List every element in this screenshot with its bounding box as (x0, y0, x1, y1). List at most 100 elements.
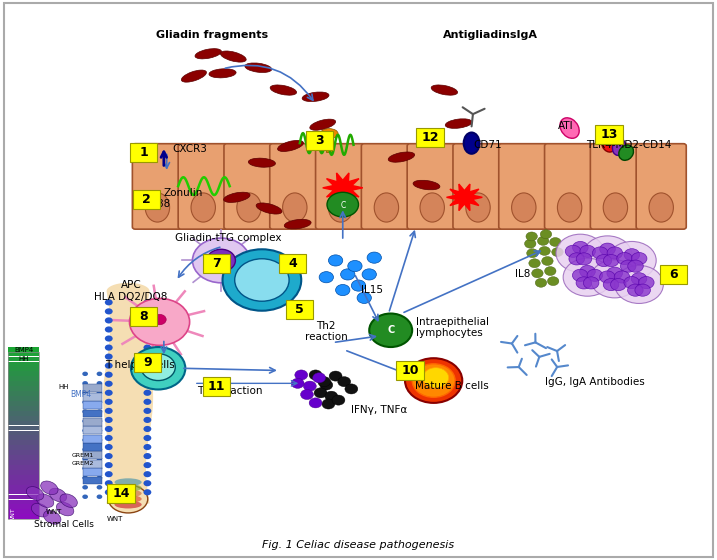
Circle shape (587, 269, 602, 281)
Ellipse shape (181, 70, 206, 82)
Circle shape (314, 388, 327, 398)
Circle shape (576, 277, 592, 289)
Circle shape (97, 381, 103, 385)
FancyBboxPatch shape (83, 468, 102, 476)
FancyBboxPatch shape (8, 460, 39, 465)
Circle shape (82, 419, 88, 423)
Circle shape (607, 241, 656, 279)
Text: IL15: IL15 (361, 285, 384, 295)
Text: WNT: WNT (11, 507, 16, 522)
Circle shape (82, 438, 88, 442)
Circle shape (143, 381, 151, 387)
FancyBboxPatch shape (417, 128, 444, 147)
FancyBboxPatch shape (326, 134, 333, 152)
FancyBboxPatch shape (8, 510, 39, 514)
Ellipse shape (374, 193, 399, 222)
Circle shape (624, 249, 640, 261)
Ellipse shape (115, 478, 142, 486)
Text: 7: 7 (212, 256, 221, 270)
Text: 3: 3 (315, 134, 323, 147)
Circle shape (565, 245, 581, 258)
Circle shape (143, 444, 151, 450)
Circle shape (143, 417, 151, 423)
FancyBboxPatch shape (8, 391, 39, 396)
FancyBboxPatch shape (8, 426, 39, 431)
FancyBboxPatch shape (133, 190, 161, 209)
Ellipse shape (619, 145, 634, 160)
FancyBboxPatch shape (133, 144, 182, 229)
Circle shape (357, 292, 371, 304)
Circle shape (624, 277, 640, 288)
FancyBboxPatch shape (595, 125, 622, 144)
Circle shape (143, 489, 151, 496)
Text: ATI: ATI (559, 122, 574, 132)
Polygon shape (103, 283, 153, 503)
FancyBboxPatch shape (636, 144, 686, 229)
Circle shape (143, 390, 151, 396)
Ellipse shape (115, 501, 142, 508)
Circle shape (82, 475, 88, 480)
Ellipse shape (191, 193, 215, 222)
Circle shape (97, 372, 103, 376)
Circle shape (105, 299, 113, 305)
Circle shape (603, 278, 619, 291)
Text: 8: 8 (140, 310, 148, 323)
Ellipse shape (256, 203, 282, 214)
Text: MyD88: MyD88 (134, 199, 170, 209)
Text: 4: 4 (288, 256, 297, 270)
FancyBboxPatch shape (8, 376, 39, 381)
Circle shape (332, 395, 345, 405)
FancyBboxPatch shape (286, 300, 313, 319)
FancyBboxPatch shape (8, 357, 39, 361)
Ellipse shape (512, 193, 536, 222)
Circle shape (105, 362, 113, 368)
Text: Th1 reaction: Th1 reaction (197, 386, 262, 395)
Circle shape (320, 380, 333, 390)
Ellipse shape (284, 220, 311, 229)
Circle shape (325, 391, 338, 401)
Circle shape (97, 428, 103, 433)
Circle shape (105, 318, 113, 324)
FancyBboxPatch shape (8, 445, 39, 450)
Circle shape (131, 347, 185, 390)
Ellipse shape (108, 485, 148, 513)
Circle shape (303, 381, 316, 391)
Circle shape (341, 269, 355, 280)
Circle shape (611, 278, 626, 291)
Ellipse shape (445, 119, 472, 128)
Circle shape (192, 238, 250, 283)
Ellipse shape (41, 481, 58, 494)
Circle shape (309, 370, 322, 380)
Circle shape (105, 326, 113, 333)
Ellipse shape (195, 49, 222, 59)
Circle shape (105, 344, 113, 351)
FancyBboxPatch shape (130, 143, 158, 162)
Circle shape (105, 480, 113, 486)
Ellipse shape (209, 69, 236, 78)
Circle shape (369, 314, 412, 347)
Text: GREM2: GREM2 (72, 461, 94, 466)
Circle shape (322, 399, 335, 409)
Circle shape (351, 280, 366, 291)
Circle shape (105, 471, 113, 477)
Circle shape (82, 428, 88, 433)
Text: 5: 5 (295, 302, 304, 315)
Circle shape (143, 318, 151, 324)
FancyBboxPatch shape (8, 381, 39, 386)
Circle shape (105, 444, 113, 450)
Circle shape (82, 409, 88, 414)
Text: T helper cells: T helper cells (105, 360, 175, 370)
Circle shape (97, 494, 103, 499)
Circle shape (141, 354, 175, 381)
Circle shape (367, 252, 381, 263)
Circle shape (82, 381, 88, 385)
FancyBboxPatch shape (8, 396, 39, 401)
FancyBboxPatch shape (315, 144, 366, 229)
FancyBboxPatch shape (590, 144, 640, 229)
Text: TLR4-MD2-CD14: TLR4-MD2-CD14 (587, 140, 672, 150)
FancyBboxPatch shape (8, 500, 39, 505)
Circle shape (234, 259, 289, 301)
FancyBboxPatch shape (8, 480, 39, 484)
FancyBboxPatch shape (83, 418, 102, 426)
Text: BMP4: BMP4 (14, 347, 33, 353)
